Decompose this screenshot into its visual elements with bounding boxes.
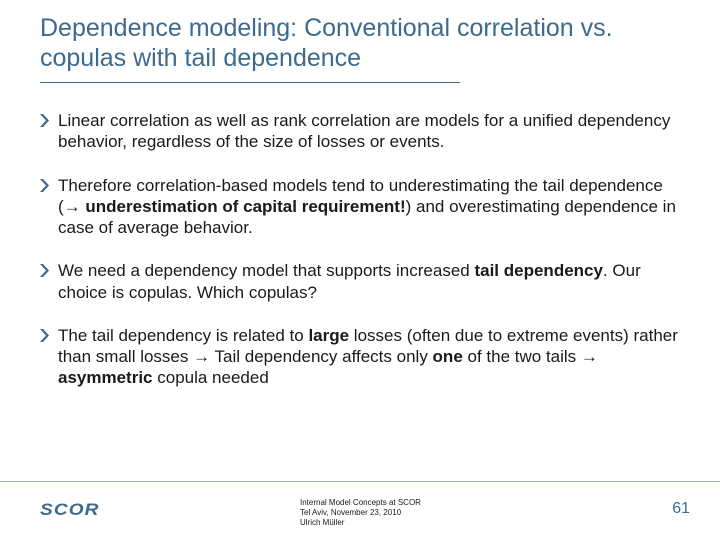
arrow-icon: → (64, 197, 81, 216)
text-run: Tail dependency affects only (210, 347, 432, 366)
footer-text: Internal Model Concepts at SCOR Tel Aviv… (300, 498, 421, 528)
footer-line-3: Ulrich Müller (300, 518, 421, 528)
text-run-bold: large (308, 326, 349, 345)
arrow-icon: → (193, 347, 210, 366)
content-area: Linear correlation as well as rank corre… (40, 110, 680, 411)
footer-line-2: Tel Aviv, November 23, 2010 (300, 508, 421, 518)
slide: Dependence modeling: Conventional correl… (0, 0, 720, 540)
bullet-marker-icon (40, 179, 58, 192)
bullet-text: The tail dependency is related to large … (58, 325, 680, 389)
text-run: The tail dependency is related to (58, 326, 308, 345)
slide-title: Dependence modeling: Conventional correl… (40, 14, 690, 73)
text-run-bold: tail dependency (474, 261, 602, 280)
text-run: Linear correlation as well as rank corre… (58, 111, 670, 151)
text-run-bold: one (433, 347, 463, 366)
bullet-item: Linear correlation as well as rank corre… (40, 110, 680, 153)
bullet-item: The tail dependency is related to large … (40, 325, 680, 389)
footer-divider (0, 481, 720, 483)
bullet-text: Linear correlation as well as rank corre… (58, 110, 680, 153)
text-run-bold: asymmetric (58, 368, 153, 387)
bullet-item: We need a dependency model that supports… (40, 260, 680, 303)
bullet-text: Therefore correlation-based models tend … (58, 175, 680, 239)
bullet-marker-icon (40, 114, 58, 127)
footer-line-1: Internal Model Concepts at SCOR (300, 498, 421, 508)
bullet-marker-icon (40, 329, 58, 342)
page-number: 61 (672, 500, 690, 518)
text-run-bold: underestimation of capital requirement! (81, 197, 406, 216)
title-underline (40, 82, 460, 83)
text-run: We need a dependency model that supports… (58, 261, 474, 280)
text-run: copula needed (153, 368, 269, 387)
bullet-text: We need a dependency model that supports… (58, 260, 680, 303)
scor-logo: SCOR (40, 500, 100, 520)
text-run: of the two tails (463, 347, 581, 366)
bullet-item: Therefore correlation-based models tend … (40, 175, 680, 239)
arrow-icon: → (581, 347, 598, 366)
bullet-marker-icon (40, 264, 58, 277)
